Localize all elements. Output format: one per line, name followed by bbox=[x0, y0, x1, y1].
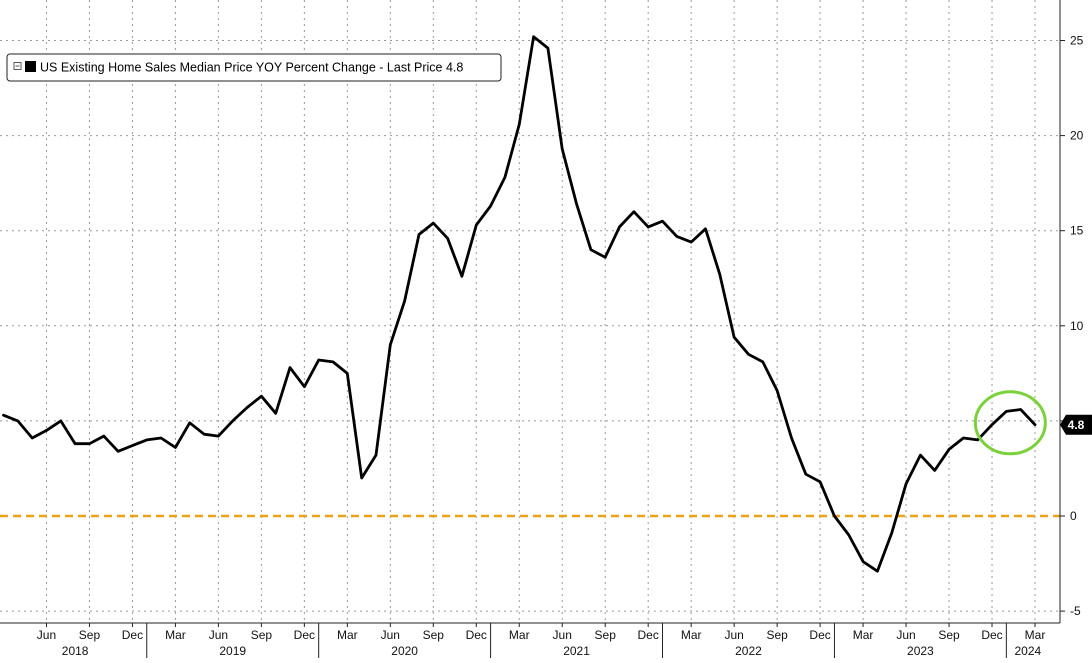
year-label: 2018 bbox=[62, 644, 89, 658]
x-tick-label: Sep bbox=[423, 628, 445, 642]
x-tick-label: Dec bbox=[466, 628, 487, 642]
year-label: 2024 bbox=[1014, 644, 1041, 658]
collapse-box-icon[interactable] bbox=[14, 63, 21, 70]
x-tick-label: Dec bbox=[122, 628, 143, 642]
y-tick-label: 10 bbox=[1070, 319, 1084, 333]
y-tick-label: 25 bbox=[1070, 34, 1084, 48]
x-tick-label: Mar bbox=[1025, 628, 1046, 642]
y-tick-label: 20 bbox=[1070, 129, 1084, 143]
year-label: 2020 bbox=[391, 644, 418, 658]
x-tick-label: Jun bbox=[553, 628, 572, 642]
x-tick-label: Jun bbox=[381, 628, 400, 642]
x-tick-label: Jun bbox=[724, 628, 743, 642]
x-tick-label: Sep bbox=[938, 628, 960, 642]
x-tick-label: Jun bbox=[896, 628, 915, 642]
x-tick-label: Mar bbox=[337, 628, 358, 642]
legend-swatch bbox=[25, 61, 36, 72]
y-tick-label: 15 bbox=[1070, 224, 1084, 238]
last-price-value: 4.8 bbox=[1068, 418, 1085, 432]
x-tick-label: Sep bbox=[595, 628, 617, 642]
x-tick-label: Mar bbox=[681, 628, 702, 642]
x-tick-label: Mar bbox=[165, 628, 186, 642]
x-tick-label: Dec bbox=[638, 628, 659, 642]
year-label: 2019 bbox=[219, 644, 246, 658]
x-tick-label: Sep bbox=[79, 628, 101, 642]
x-tick-label: Mar bbox=[509, 628, 530, 642]
y-tick-label: 0 bbox=[1070, 509, 1077, 523]
x-tick-label: Sep bbox=[766, 628, 788, 642]
x-tick-label: Sep bbox=[251, 628, 273, 642]
x-tick-label: Dec bbox=[809, 628, 830, 642]
x-tick-label: Jun bbox=[209, 628, 228, 642]
last-price-badge: 4.8 bbox=[1060, 415, 1092, 435]
year-label: 2023 bbox=[907, 644, 934, 658]
x-tick-label: Dec bbox=[294, 628, 315, 642]
year-label: 2021 bbox=[563, 644, 590, 658]
legend-label: US Existing Home Sales Median Price YOY … bbox=[40, 61, 463, 75]
year-label: 2022 bbox=[735, 644, 762, 658]
x-tick-label: Jun bbox=[37, 628, 56, 642]
x-tick-label: Mar bbox=[853, 628, 874, 642]
x-tick-label: Dec bbox=[981, 628, 1002, 642]
legend: US Existing Home Sales Median Price YOY … bbox=[7, 54, 501, 81]
y-tick-label: -5 bbox=[1070, 604, 1081, 618]
